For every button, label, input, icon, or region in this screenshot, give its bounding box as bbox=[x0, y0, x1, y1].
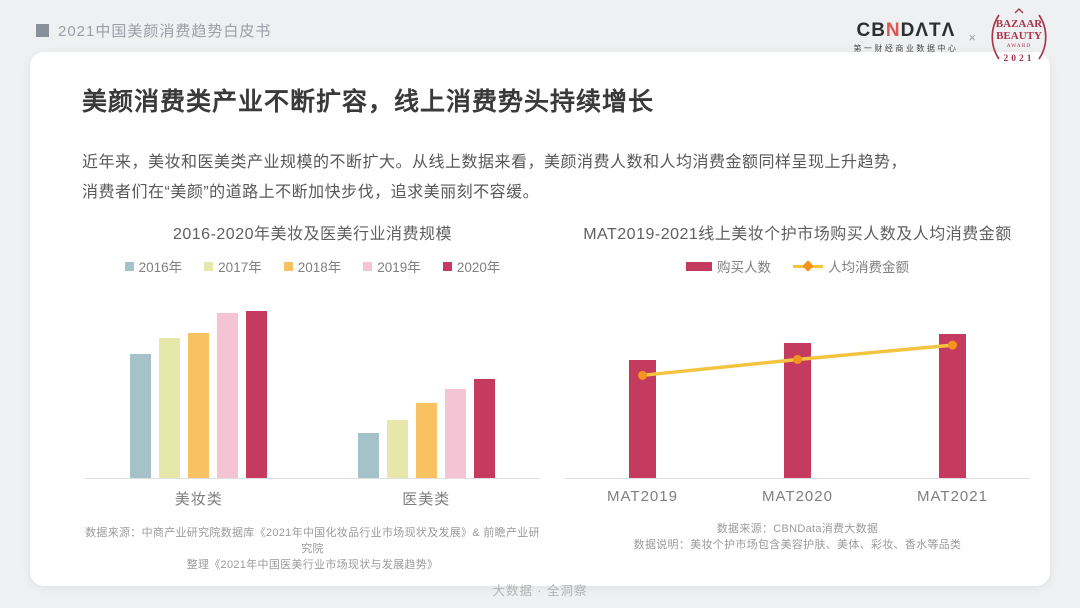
bazaar-award-text: AWARD bbox=[1007, 43, 1032, 49]
cbn-data: DΛTΛ bbox=[900, 19, 956, 41]
legend-swatch bbox=[124, 261, 134, 271]
online-market-chart: MAT2019-2021线上美妆个护市场购买人数及人均消费金额 购买人数 人均消… bbox=[565, 224, 1030, 553]
bar-slot bbox=[875, 284, 1030, 478]
crown-icon bbox=[1014, 8, 1024, 14]
online-chart-legend: 购买人数 人均消费金额 bbox=[565, 256, 1030, 276]
legend-item: 2020年 bbox=[442, 256, 501, 276]
bar bbox=[473, 379, 495, 478]
cbn-n: N bbox=[885, 19, 901, 41]
page-title: 美颜消费类产业不断扩容，线上消费势头持续增长 bbox=[82, 88, 655, 116]
bar-group bbox=[357, 379, 495, 478]
bazaar-year-text: 2021 bbox=[1004, 54, 1035, 64]
brand-logos: CBNDΛTΛ 第一财经商业数据中心 × BAZAAR BEAUTY AWARD… bbox=[853, 8, 1052, 66]
bar bbox=[188, 333, 210, 478]
line-marker bbox=[948, 340, 957, 350]
bar bbox=[357, 433, 379, 478]
industry-chart-legend: 2016年 2017年 2018年 2019年 2020年 bbox=[85, 256, 540, 276]
legend-swatch bbox=[204, 261, 214, 271]
category-label: 美妆类 bbox=[174, 491, 223, 508]
industry-source-line-2: 整理《2021年中国医美行业市场现状与发展趋势》 bbox=[186, 559, 439, 571]
content-card bbox=[30, 52, 1050, 586]
bar bbox=[784, 343, 811, 478]
line-marker bbox=[638, 370, 647, 380]
report-header: 2021中国美颜消费趋势白皮书 bbox=[36, 20, 271, 41]
buyers-legend-swatch bbox=[686, 261, 712, 271]
laurel-right-icon bbox=[1038, 14, 1047, 60]
bar bbox=[939, 334, 966, 478]
bar bbox=[217, 313, 239, 478]
bazaar-text-1: BAZAAR bbox=[996, 18, 1044, 30]
legend-label: 2020年 bbox=[456, 260, 501, 275]
cbn-cb: CB bbox=[856, 19, 886, 41]
bar bbox=[415, 403, 437, 478]
intro-line-2: 消费者们在“美颜”的道路上不断加快步伐，追求美丽刻不容缓。 bbox=[82, 184, 540, 201]
cbndata-logo: CBNDΛTΛ 第一财经商业数据中心 bbox=[853, 19, 959, 54]
avg-spend-line-svg bbox=[638, 340, 957, 380]
legend-label: 2019年 bbox=[377, 260, 421, 275]
legend-label: 2017年 bbox=[218, 260, 262, 275]
category-label: MAT2020 bbox=[762, 488, 833, 505]
report-title: 2021中国美颜消费趋势白皮书 bbox=[58, 23, 272, 40]
industry-chart-title: 2016-2020年美妆及医美行业消费规模 bbox=[172, 226, 453, 243]
legend-swatch bbox=[442, 261, 452, 271]
legend-label: 购买人数 bbox=[717, 260, 771, 275]
legend-label: 2018年 bbox=[297, 260, 342, 275]
intro-paragraph: 近年来，美妆和医美类产业规模的不断扩大。从线上数据来看，美颜消费人数和人均消费金… bbox=[82, 148, 1012, 208]
online-chart-plot bbox=[565, 284, 1030, 479]
header-square-icon bbox=[36, 24, 49, 37]
legend-item: 购买人数 bbox=[686, 256, 771, 276]
category-label: MAT2019 bbox=[607, 488, 678, 505]
industry-scale-chart: 2016-2020年美妆及医美行业消费规模 2016年 2017年 2018年 201… bbox=[85, 224, 540, 573]
legend-item: 2016年 bbox=[124, 256, 183, 276]
bazaar-text-2: BEAUTY bbox=[996, 30, 1042, 42]
cbndata-subtitle: 第一财经商业数据中心 bbox=[853, 43, 959, 53]
industry-source-line-1: 数据来源：中商产业研究院数据库《2021年中国化妆品行业市场现状及发展》& 前瞻… bbox=[85, 527, 540, 555]
online-chart-categories: MAT2019 MAT2020 MAT2021 bbox=[565, 488, 1030, 505]
legend-label: 人均消费金额 bbox=[828, 260, 909, 275]
category-label: 医美类 bbox=[402, 491, 451, 508]
bar bbox=[444, 389, 466, 478]
legend-label: 2016年 bbox=[138, 260, 183, 275]
legend-item: 2018年 bbox=[283, 256, 342, 276]
industry-chart-source: 数据来源：中商产业研究院数据库《2021年中国化妆品行业市场现状及发展》& 前瞻… bbox=[85, 525, 540, 573]
bar-group bbox=[130, 311, 268, 478]
bar bbox=[159, 338, 181, 478]
category-label: MAT2021 bbox=[917, 488, 988, 505]
online-chart-title: MAT2019-2021线上美妆个护市场购买人数及人均消费金额 bbox=[583, 226, 1012, 243]
bazaar-beauty-award-badge: BAZAAR BEAUTY AWARD 2021 bbox=[991, 8, 1047, 64]
cbndata-wordmark: CBNDΛTΛ bbox=[853, 19, 958, 41]
bar bbox=[130, 354, 152, 478]
avg-spend-legend-swatch bbox=[793, 259, 823, 272]
bar bbox=[386, 420, 408, 478]
industry-chart-plot bbox=[85, 284, 540, 479]
online-source-line-2: 数据说明：美妆个护市场包含美容护肤、美体、彩妆、香水等品类 bbox=[633, 539, 962, 551]
legend-item: 2017年 bbox=[204, 256, 262, 276]
bar-slot bbox=[720, 284, 875, 478]
bar bbox=[246, 311, 268, 478]
online-source-line-1: 数据来源：CBNData消费大数据 bbox=[716, 523, 879, 535]
legend-item: 人均消费金额 bbox=[793, 256, 909, 276]
page-footer: 大数据 · 全洞察 bbox=[492, 584, 588, 598]
laurel-left-icon bbox=[991, 14, 1000, 60]
legend-swatch bbox=[363, 261, 373, 271]
industry-chart-categories: 美妆类 医美类 bbox=[85, 488, 540, 509]
intro-line-1: 近年来，美妆和医美类产业规模的不断扩大。从线上数据来看，美颜消费人数和人均消费金… bbox=[82, 154, 908, 171]
legend-swatch bbox=[283, 261, 293, 271]
line-marker bbox=[793, 354, 802, 364]
legend-item: 2019年 bbox=[363, 256, 421, 276]
online-chart-source: 数据来源：CBNData消费大数据 数据说明：美妆个护市场包含美容护肤、美体、彩… bbox=[565, 521, 1030, 553]
logo-separator: × bbox=[968, 29, 976, 45]
